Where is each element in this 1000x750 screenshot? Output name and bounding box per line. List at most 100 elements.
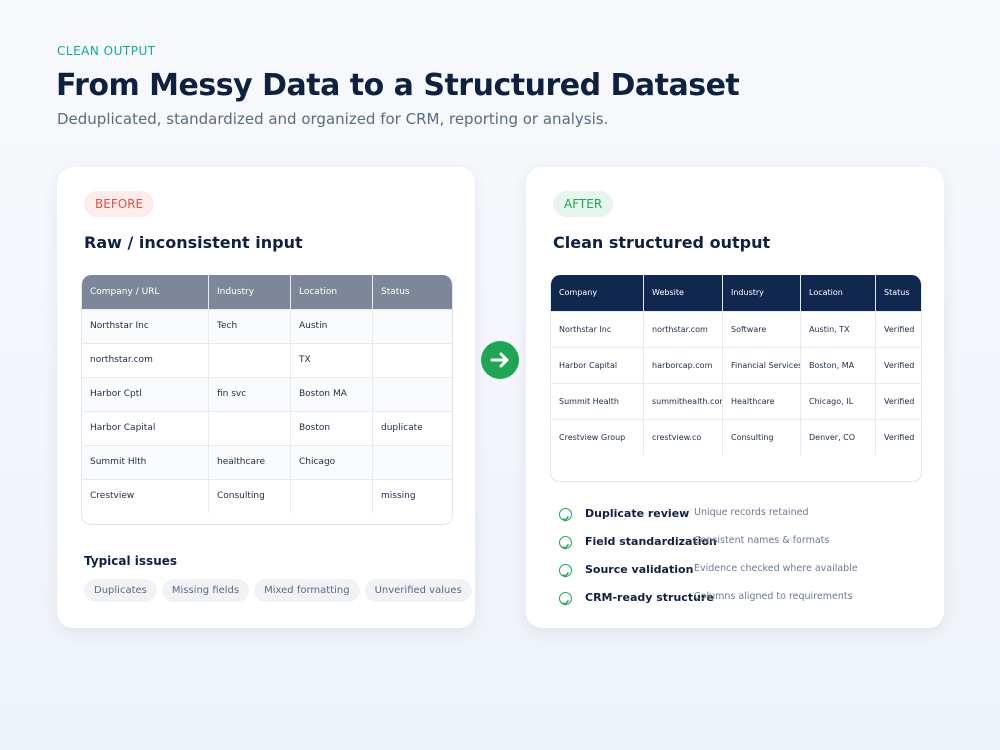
- table: Company Website Industry Location Status Nort…: [551, 275, 921, 455]
- cell: fin svc: [208, 376, 291, 411]
- column-header: Industry: [208, 275, 291, 309]
- table-wrap: Company Website Industry Location Status Nort…: [550, 275, 922, 482]
- check-label: Field standardization: [585, 535, 717, 548]
- chips: Duplicates Missing fields Mixed formatting…: [84, 578, 477, 602]
- check-detail: Unique records retained: [694, 507, 809, 518]
- check-item: Source validation Evidence checked where …: [556, 562, 936, 580]
- issue-chip: Missing fields: [161, 579, 250, 602]
- cell: Summit Health: [551, 382, 644, 419]
- check-label: CRM-ready structure: [585, 591, 714, 604]
- column-header: Location: [290, 275, 373, 309]
- row: Harbor Capital harborcap.com Financial Ser…: [551, 346, 921, 383]
- table-wrap: Company / URL Industry Location Status North…: [81, 275, 453, 525]
- cell: Northstar Inc: [551, 310, 644, 347]
- cell: TX: [290, 342, 373, 377]
- cell: Chicago: [290, 444, 373, 479]
- cell: Healthcare: [722, 382, 801, 419]
- check-icon: [559, 536, 572, 550]
- card-title: Raw / inconsistent input: [84, 233, 303, 252]
- row: Summit Hlth healthcare Chicago: [82, 444, 452, 479]
- cell: Verified: [875, 382, 921, 419]
- row: northstar.com TX: [82, 342, 452, 377]
- cell: Denver, CO: [800, 418, 876, 455]
- cell: Verified: [875, 418, 921, 455]
- cell: Austin, TX: [800, 310, 876, 347]
- cell: Software: [722, 310, 801, 347]
- cell: [372, 376, 452, 411]
- cell: Harbor Capital: [82, 410, 209, 445]
- cell: Crestview: [82, 478, 209, 513]
- page-title: From Messy Data to a Structured Dataset: [56, 68, 740, 103]
- cell: Harbor Cptl: [82, 376, 209, 411]
- cell: [208, 410, 291, 445]
- issue-chip: Unverified values: [364, 579, 472, 602]
- check: [562, 544, 570, 550]
- issue-chip: Duplicates: [84, 579, 157, 602]
- column-header: Company: [559, 288, 598, 298]
- cell: [372, 308, 452, 343]
- column-header: Company / URL: [90, 286, 160, 297]
- cell: Harbor Capital: [551, 346, 644, 383]
- arrow-icon: [481, 341, 519, 379]
- cell: northstar.com: [82, 342, 209, 377]
- subtitle: Deduplicated, standardized and organized…: [57, 110, 609, 128]
- badge: BEFORE: [84, 191, 155, 217]
- check-item: Duplicate review Unique records retained: [556, 506, 936, 524]
- badge: AFTER: [553, 191, 614, 217]
- cell: Tech: [208, 308, 291, 343]
- check-detail: Evidence checked where available: [694, 563, 858, 574]
- cell: Boston: [290, 410, 373, 445]
- header-row: Company Website Industry Location Status: [551, 275, 921, 311]
- row: Summit Health summithealth.com Healthcare C…: [551, 382, 921, 419]
- cell: Verified: [875, 346, 921, 383]
- check-icon: [559, 592, 572, 606]
- check-detail: Consistent names & formats: [694, 535, 830, 546]
- check-label: Duplicate review: [585, 507, 690, 520]
- cell: harborcap.com: [643, 346, 723, 383]
- row: Crestview Group crestview.co Consulting Den…: [551, 418, 921, 455]
- cell: missing: [372, 478, 452, 513]
- check-icon: [559, 564, 572, 578]
- issues-title: Typical issues: [84, 554, 178, 568]
- check: [562, 572, 570, 578]
- header-row: Company / URL Industry Location Status: [82, 275, 452, 309]
- cell: Austin: [290, 308, 373, 343]
- cell: Summit Hlth: [82, 444, 209, 479]
- row: Northstar Inc Tech Austin: [82, 308, 452, 343]
- cell: [208, 342, 291, 377]
- column-header: Industry: [722, 275, 801, 311]
- row: Northstar Inc northstar.com Software Austin…: [551, 310, 921, 347]
- column-header: Status: [372, 275, 452, 309]
- issue-chip: Mixed formatting: [254, 579, 360, 602]
- before-card: BEFORE Raw / inconsistent input Company …: [57, 167, 475, 628]
- cell: Northstar Inc: [82, 308, 209, 343]
- cell: Chicago, IL: [800, 382, 876, 419]
- cell: Financial Services: [722, 346, 801, 383]
- cell: [290, 478, 373, 513]
- cell: duplicate: [372, 410, 452, 445]
- eyebrow: CLEAN OUTPUT: [57, 44, 156, 58]
- cell: Boston MA: [290, 376, 373, 411]
- cell: Verified: [875, 310, 921, 347]
- check: [562, 516, 570, 522]
- cell: Consulting: [208, 478, 291, 513]
- cell: crestview.co: [643, 418, 723, 455]
- column-header: Website: [643, 275, 723, 311]
- column-header: Location: [800, 275, 876, 311]
- cell: Crestview Group: [551, 418, 644, 455]
- check-detail: Columns aligned to requirements: [694, 591, 853, 602]
- row: Harbor Capital Boston duplicate: [82, 410, 452, 445]
- row: Harbor Cptl fin svc Boston MA: [82, 376, 452, 411]
- check-label: Source validation: [585, 563, 694, 576]
- arrow: [490, 352, 509, 368]
- check-item: CRM-ready structure Columns aligned to re…: [556, 590, 936, 608]
- after-card: AFTER Clean structured output Company Web…: [526, 167, 944, 628]
- check-icon: [559, 508, 572, 522]
- cell: Consulting: [722, 418, 801, 455]
- cell: [372, 444, 452, 479]
- row: Crestview Consulting missing: [82, 478, 452, 513]
- check-item: Field standardization Consistent names & …: [556, 534, 936, 552]
- column-header: Status: [875, 275, 921, 311]
- cell: Boston, MA: [800, 346, 876, 383]
